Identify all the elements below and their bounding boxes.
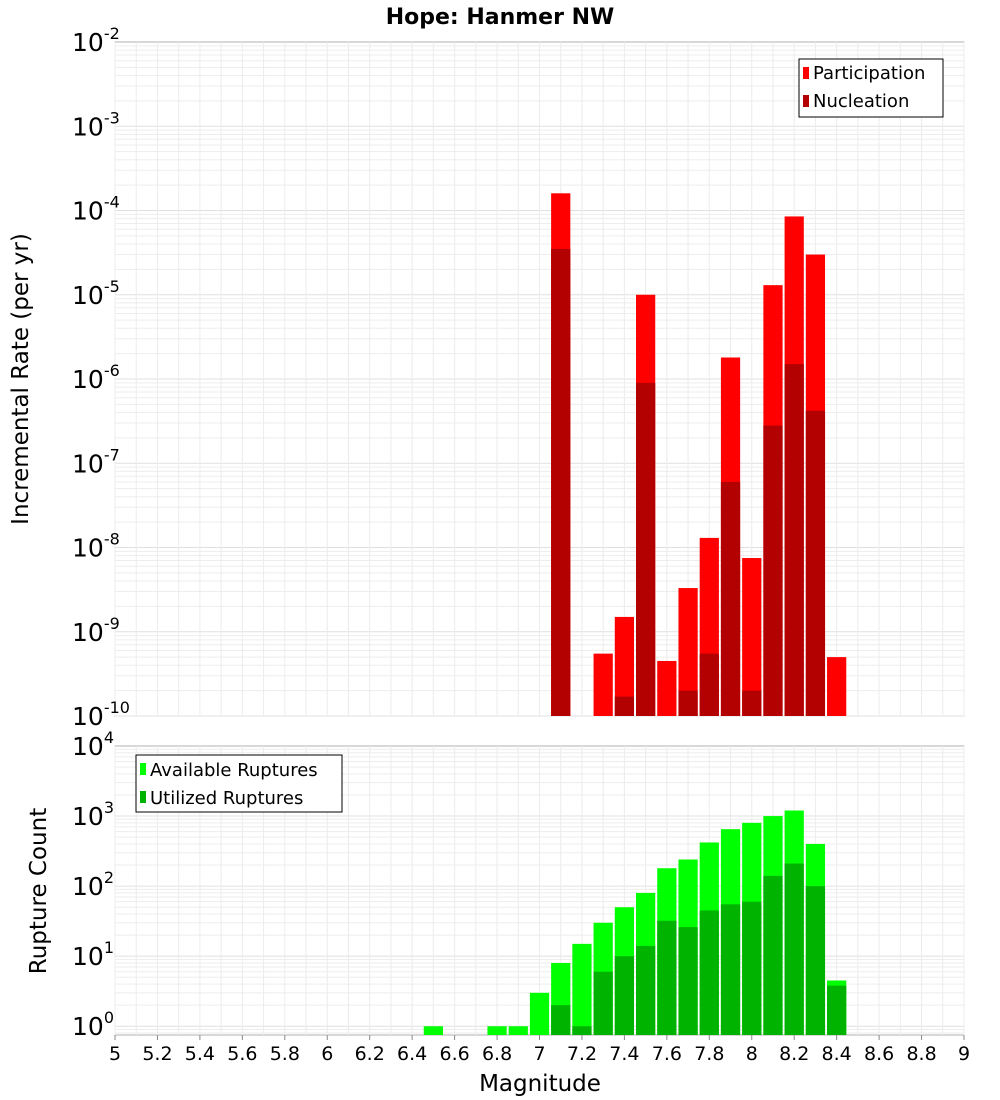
- magnitude-x-ticks: 5 5.2 5.4 5.6 5.8 6 6.2 6.4 6.6 6.8 7 7.2 7.4 7.6 7.8 8…: [109, 1035, 970, 1065]
- count-bar-s2: [742, 901, 762, 1035]
- count-bars: [423, 810, 847, 1035]
- rate-bar-s2: [678, 690, 698, 716]
- rate-bar-s2: [636, 382, 656, 716]
- count-y-tick-label: 103: [72, 798, 114, 831]
- rate-legend-box: [798, 58, 944, 118]
- utilized-legend-swatch: [140, 791, 146, 803]
- rate-bar-s2: [720, 481, 741, 716]
- rate-y-axis-label: Incremental Rate (per yr): [8, 233, 34, 525]
- rate-bar-s1: [593, 653, 613, 716]
- available-legend-label: Available Ruptures: [150, 760, 318, 781]
- rate-legend[interactable]: Participation Nucleation: [798, 58, 944, 118]
- count-bar-s2: [657, 920, 677, 1035]
- utilized-legend-label: Utilized Ruptures: [150, 788, 303, 809]
- rate-bar-s1: [657, 660, 677, 716]
- x-tick-label: 8.2: [779, 1043, 809, 1065]
- count-panel: 100 101 102 103 104 5 5.2 5.4 5.6 5.8 6 6.2 6.4 6.6 6…: [26, 728, 970, 1097]
- rate-gridlines: [114, 42, 965, 717]
- rate-y-tick-label: 10-8: [72, 530, 120, 563]
- count-y-axis-label: Rupture Count: [26, 808, 52, 974]
- rate-bars: [551, 193, 847, 717]
- rate-bar-s1: [742, 558, 762, 716]
- participation-legend-swatch: [803, 67, 809, 79]
- count-bar-s1: [529, 992, 550, 1035]
- rate-y-tick-label: 10-5: [72, 277, 120, 310]
- rate-bar-s2: [784, 364, 804, 716]
- x-tick-label: 6.8: [482, 1043, 512, 1065]
- rate-y-tick-label: 10-2: [72, 24, 120, 57]
- x-tick-label: 7: [533, 1043, 545, 1065]
- rate-y-tick-label: 10-3: [72, 108, 120, 141]
- x-tick-label: 8.6: [864, 1043, 894, 1065]
- count-bar-s2: [572, 1026, 592, 1035]
- x-axis-label: Magnitude: [479, 1071, 601, 1097]
- chart-title: Hope: Hanmer NW: [386, 5, 615, 30]
- rate-bar-s2: [551, 248, 571, 716]
- count-y-tick-label: 101: [72, 938, 114, 971]
- count-y-tick-label: 100: [72, 1008, 114, 1041]
- count-bar-s2: [678, 927, 698, 1035]
- count-legend[interactable]: Available Ruptures Utilized Ruptures: [135, 754, 343, 813]
- x-tick-label: 8.4: [822, 1043, 852, 1065]
- x-tick-label: 6.2: [355, 1043, 385, 1065]
- count-bar-s1: [508, 1026, 528, 1035]
- rate-y-ticks: 10-10 10-9 10-8 10-7 10-6 10-5 10-4 10-3 10-2: [72, 24, 130, 731]
- count-bar-s2: [827, 985, 847, 1035]
- x-tick-label: 9: [958, 1043, 970, 1065]
- x-tick-label: 5.2: [142, 1043, 172, 1065]
- rate-y-tick-label: 10-4: [72, 193, 120, 226]
- rate-bar-s1: [614, 616, 635, 716]
- available-legend-swatch: [140, 763, 146, 775]
- x-tick-label: 5.4: [185, 1043, 215, 1065]
- count-bar-s2: [805, 886, 826, 1035]
- x-tick-label: 5.6: [227, 1043, 257, 1065]
- x-tick-label: 5: [109, 1043, 121, 1065]
- rate-y-tick-label: 10-7: [72, 445, 120, 478]
- count-y-tick-label: 102: [72, 868, 114, 901]
- count-y-ticks: 100 101 102 103 104: [72, 728, 114, 1041]
- x-tick-label: 7.2: [567, 1043, 597, 1065]
- rate-bar-s2: [742, 690, 762, 716]
- x-tick-label: 8: [746, 1043, 758, 1065]
- rate-bar-s2: [763, 425, 783, 716]
- x-tick-label: 8.8: [906, 1043, 936, 1065]
- x-tick-label: 7.6: [652, 1043, 682, 1065]
- nucleation-legend-swatch: [803, 95, 809, 107]
- count-bar-s2: [720, 904, 741, 1035]
- count-bar-s2: [699, 910, 719, 1035]
- x-tick-label: 6.4: [397, 1043, 427, 1065]
- count-bar-s2: [551, 1005, 571, 1035]
- count-bar-s1: [423, 1026, 443, 1035]
- rate-y-tick-label: 10-9: [72, 614, 120, 647]
- x-tick-label: 6.6: [439, 1043, 469, 1065]
- rate-bar-s2: [614, 696, 635, 716]
- count-bar-s2: [593, 971, 613, 1035]
- x-tick-label: 7.8: [694, 1043, 724, 1065]
- rate-bar-s2: [805, 410, 826, 716]
- nucleation-legend-label: Nucleation: [813, 91, 909, 112]
- rate-y-tick-label: 10-10: [72, 698, 130, 731]
- x-tick-label: 7.4: [609, 1043, 639, 1065]
- rate-bar-s2: [699, 653, 719, 716]
- count-legend-box: [135, 754, 343, 813]
- count-bar-s2: [614, 956, 635, 1035]
- x-tick-label: 5.8: [270, 1043, 300, 1065]
- count-bar-s2: [784, 863, 804, 1035]
- participation-legend-label: Participation: [813, 63, 925, 84]
- rate-y-tick-label: 10-6: [72, 361, 120, 394]
- rate-bar-s1: [678, 588, 698, 716]
- x-tick-label: 6: [321, 1043, 333, 1065]
- rate-bar-s1: [827, 657, 847, 716]
- count-bar-s2: [636, 945, 656, 1035]
- count-bar-s2: [763, 875, 783, 1035]
- count-bar-s1: [572, 943, 592, 1035]
- rate-panel: 10-10 10-9 10-8 10-7 10-6 10-5 10-4 10-3 10-2 In…: [8, 24, 965, 731]
- count-y-tick-label: 104: [72, 728, 114, 761]
- count-bar-s1: [487, 1026, 507, 1035]
